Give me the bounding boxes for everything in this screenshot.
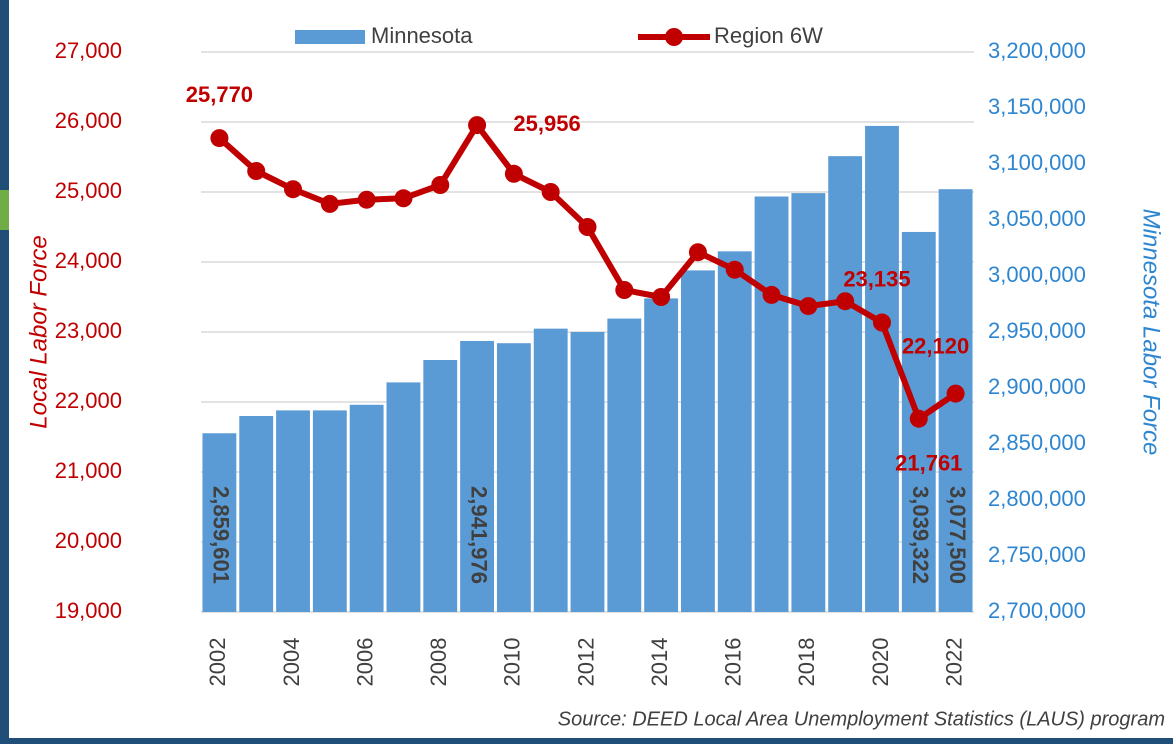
line-marker: [578, 218, 597, 236]
line-marker: [247, 162, 266, 180]
line-marker: [946, 384, 965, 403]
bar-data-label: 3,039,322: [908, 486, 933, 584]
bar: [239, 416, 274, 612]
line-marker: [504, 164, 523, 183]
left-border: [0, 0, 9, 744]
x-tick-label: 2006: [352, 638, 377, 687]
y-tick-label: 21,000: [55, 458, 122, 483]
bar-data-label: 2,941,976: [466, 486, 491, 584]
legend-marker: [665, 28, 683, 46]
y2-axis-title: Minnesota Labor Force: [1138, 209, 1165, 456]
line-marker: [652, 288, 671, 306]
y-axis-title: Local Labor Force: [25, 235, 52, 428]
bottom-border: [0, 738, 1173, 744]
x-tick-label: 2010: [500, 638, 525, 687]
y-tick-label: 25,000: [55, 178, 122, 203]
x-tick-label: 2008: [426, 638, 451, 687]
bar: [386, 382, 421, 612]
bar: [791, 193, 826, 612]
line-marker: [909, 409, 928, 428]
bar: [202, 433, 237, 612]
y2-tick-label: 2,800,000: [988, 486, 1086, 511]
x-tick-label: 2022: [941, 638, 966, 687]
line-marker: [688, 243, 707, 262]
y2-tick-label: 3,150,000: [988, 94, 1086, 119]
bar: [423, 360, 458, 612]
x-tick-label: 2002: [205, 638, 230, 687]
line-data-label: 25,770: [186, 82, 253, 107]
y-tick-label: 22,000: [55, 388, 122, 413]
bar: [607, 318, 642, 612]
legend-swatch: [295, 30, 365, 44]
bar: [865, 125, 899, 613]
y2-tick-label: 3,100,000: [988, 150, 1086, 175]
line-data-label: 25,956: [513, 111, 580, 136]
y2-tick-label: 2,750,000: [988, 542, 1086, 567]
line-marker: [541, 183, 560, 201]
line-marker: [431, 176, 450, 194]
y-tick-label: 26,000: [55, 108, 122, 133]
bar: [533, 328, 568, 612]
line-data-label: 21,761: [895, 451, 962, 476]
bar: [460, 340, 495, 612]
x-tick-label: 2016: [721, 638, 746, 687]
y-tick-label: 24,000: [55, 248, 122, 273]
legend-label: Region 6W: [714, 23, 823, 48]
bar: [717, 251, 752, 613]
y2-tick-label: 3,050,000: [988, 206, 1086, 231]
y-tick-label: 20,000: [55, 528, 122, 553]
line-marker: [762, 285, 781, 304]
bar: [496, 343, 531, 612]
line-marker: [725, 260, 744, 279]
bar: [349, 404, 384, 612]
line-marker: [615, 281, 634, 299]
line-data-label: 23,135: [843, 266, 910, 291]
y-tick-label: 19,000: [55, 598, 122, 623]
line-data-label: 22,120: [902, 333, 969, 358]
line-marker: [799, 297, 818, 316]
bar: [276, 410, 310, 612]
legend-label: Minnesota: [371, 23, 473, 48]
x-tick-label: 2004: [279, 638, 304, 687]
x-tick-label: 2012: [573, 638, 598, 687]
bar: [680, 270, 715, 612]
y-tick-label: 27,000: [55, 38, 122, 63]
line-marker: [210, 129, 229, 148]
y-tick-label: 23,000: [55, 318, 122, 343]
bar-data-label: 2,859,601: [209, 486, 234, 584]
line-marker: [394, 189, 413, 208]
bar: [828, 156, 863, 612]
y2-tick-label: 2,900,000: [988, 374, 1086, 399]
y2-tick-label: 2,700,000: [988, 598, 1086, 623]
line-marker: [284, 180, 303, 199]
y2-tick-label: 2,950,000: [988, 318, 1086, 343]
line-marker: [468, 116, 487, 135]
y2-tick-label: 3,000,000: [988, 262, 1086, 287]
line-marker: [320, 194, 339, 213]
bar: [644, 298, 679, 612]
bar: [570, 332, 605, 612]
line-marker: [357, 190, 376, 209]
y2-tick-label: 2,850,000: [988, 430, 1086, 455]
x-tick-label: 2020: [868, 638, 893, 687]
source-note: Source: DEED Local Area Unemployment Sta…: [558, 708, 1165, 730]
line-marker: [836, 292, 855, 311]
y2-tick-label: 3,200,000: [988, 38, 1086, 63]
bar: [754, 196, 789, 613]
x-tick-label: 2018: [794, 638, 819, 687]
line-marker: [872, 313, 891, 332]
x-tick-label: 2014: [647, 638, 672, 687]
left-accent: [0, 190, 9, 230]
bar: [312, 410, 347, 612]
bar-data-label: 3,077,500: [945, 486, 970, 584]
